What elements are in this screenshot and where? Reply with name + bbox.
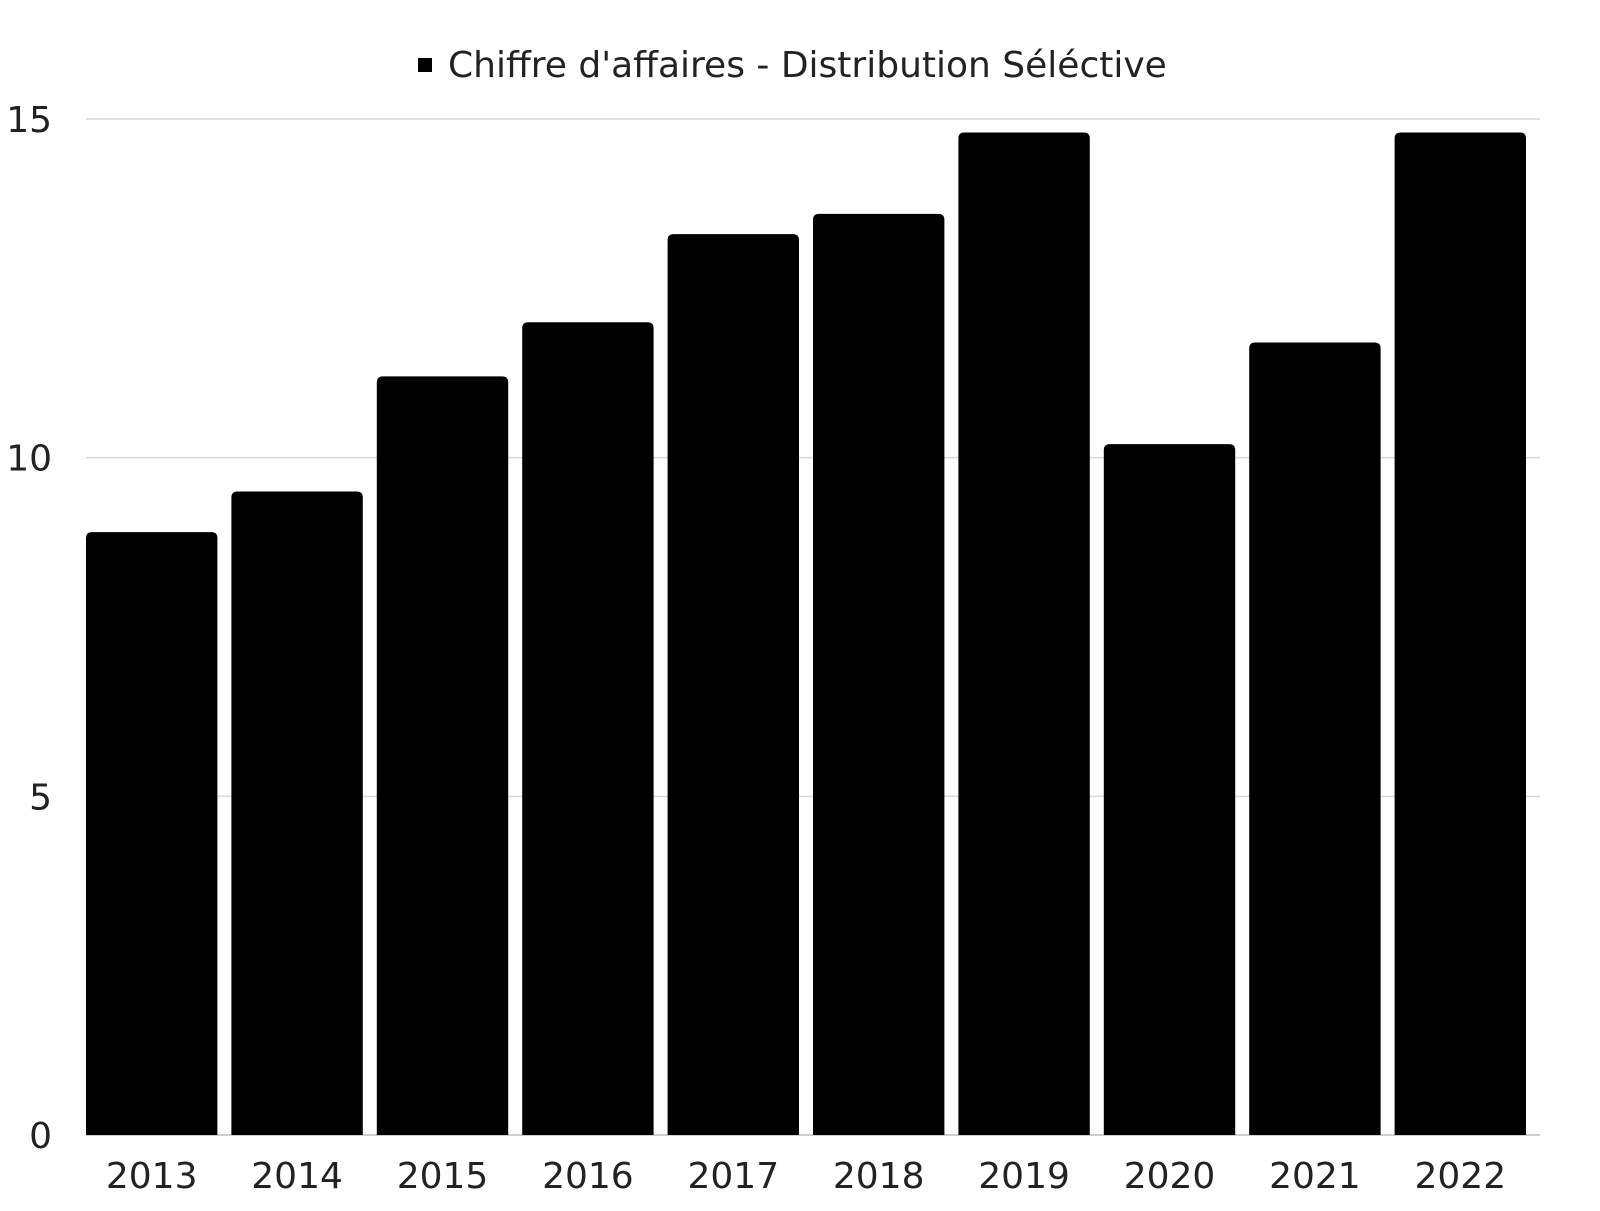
x-tick-label: 2014 [251, 1156, 343, 1197]
y-tick-label: 10 [6, 439, 52, 480]
legend-label: Chiffre d'affaires - Distribution Séléct… [448, 45, 1167, 86]
bar-2016 [522, 322, 654, 1135]
legend-swatch [418, 58, 432, 72]
bar-2022 [1394, 132, 1526, 1136]
x-tick-label: 2015 [397, 1156, 489, 1197]
bar-2017 [667, 234, 799, 1135]
bar-2014 [231, 491, 363, 1135]
bar-2019 [958, 132, 1090, 1136]
x-tick-label: 2017 [687, 1156, 779, 1197]
bar-2020 [1103, 444, 1236, 1135]
bar-2013 [86, 532, 218, 1135]
x-tick-label: 2020 [1124, 1156, 1216, 1197]
y-axis: 0 5 10 15 [6, 100, 52, 1157]
bars [86, 132, 1526, 1136]
bar-2015 [376, 376, 509, 1135]
x-tick-label: 2022 [1414, 1156, 1506, 1197]
bar-2021 [1249, 342, 1381, 1135]
x-tick-label: 2016 [542, 1156, 634, 1197]
y-tick-label: 0 [29, 1116, 52, 1157]
x-tick-label: 2018 [833, 1156, 925, 1197]
legend: Chiffre d'affaires - Distribution Séléct… [418, 45, 1167, 86]
y-tick-label: 15 [6, 100, 52, 141]
y-tick-label: 5 [29, 777, 52, 818]
bar-2018 [813, 213, 945, 1135]
x-tick-label: 2013 [106, 1156, 198, 1197]
x-axis: 2013 2014 2015 2016 2017 2018 2019 2020 2021 2022 [106, 1156, 1506, 1197]
x-tick-label: 2021 [1269, 1156, 1361, 1197]
x-tick-label: 2019 [978, 1156, 1070, 1197]
